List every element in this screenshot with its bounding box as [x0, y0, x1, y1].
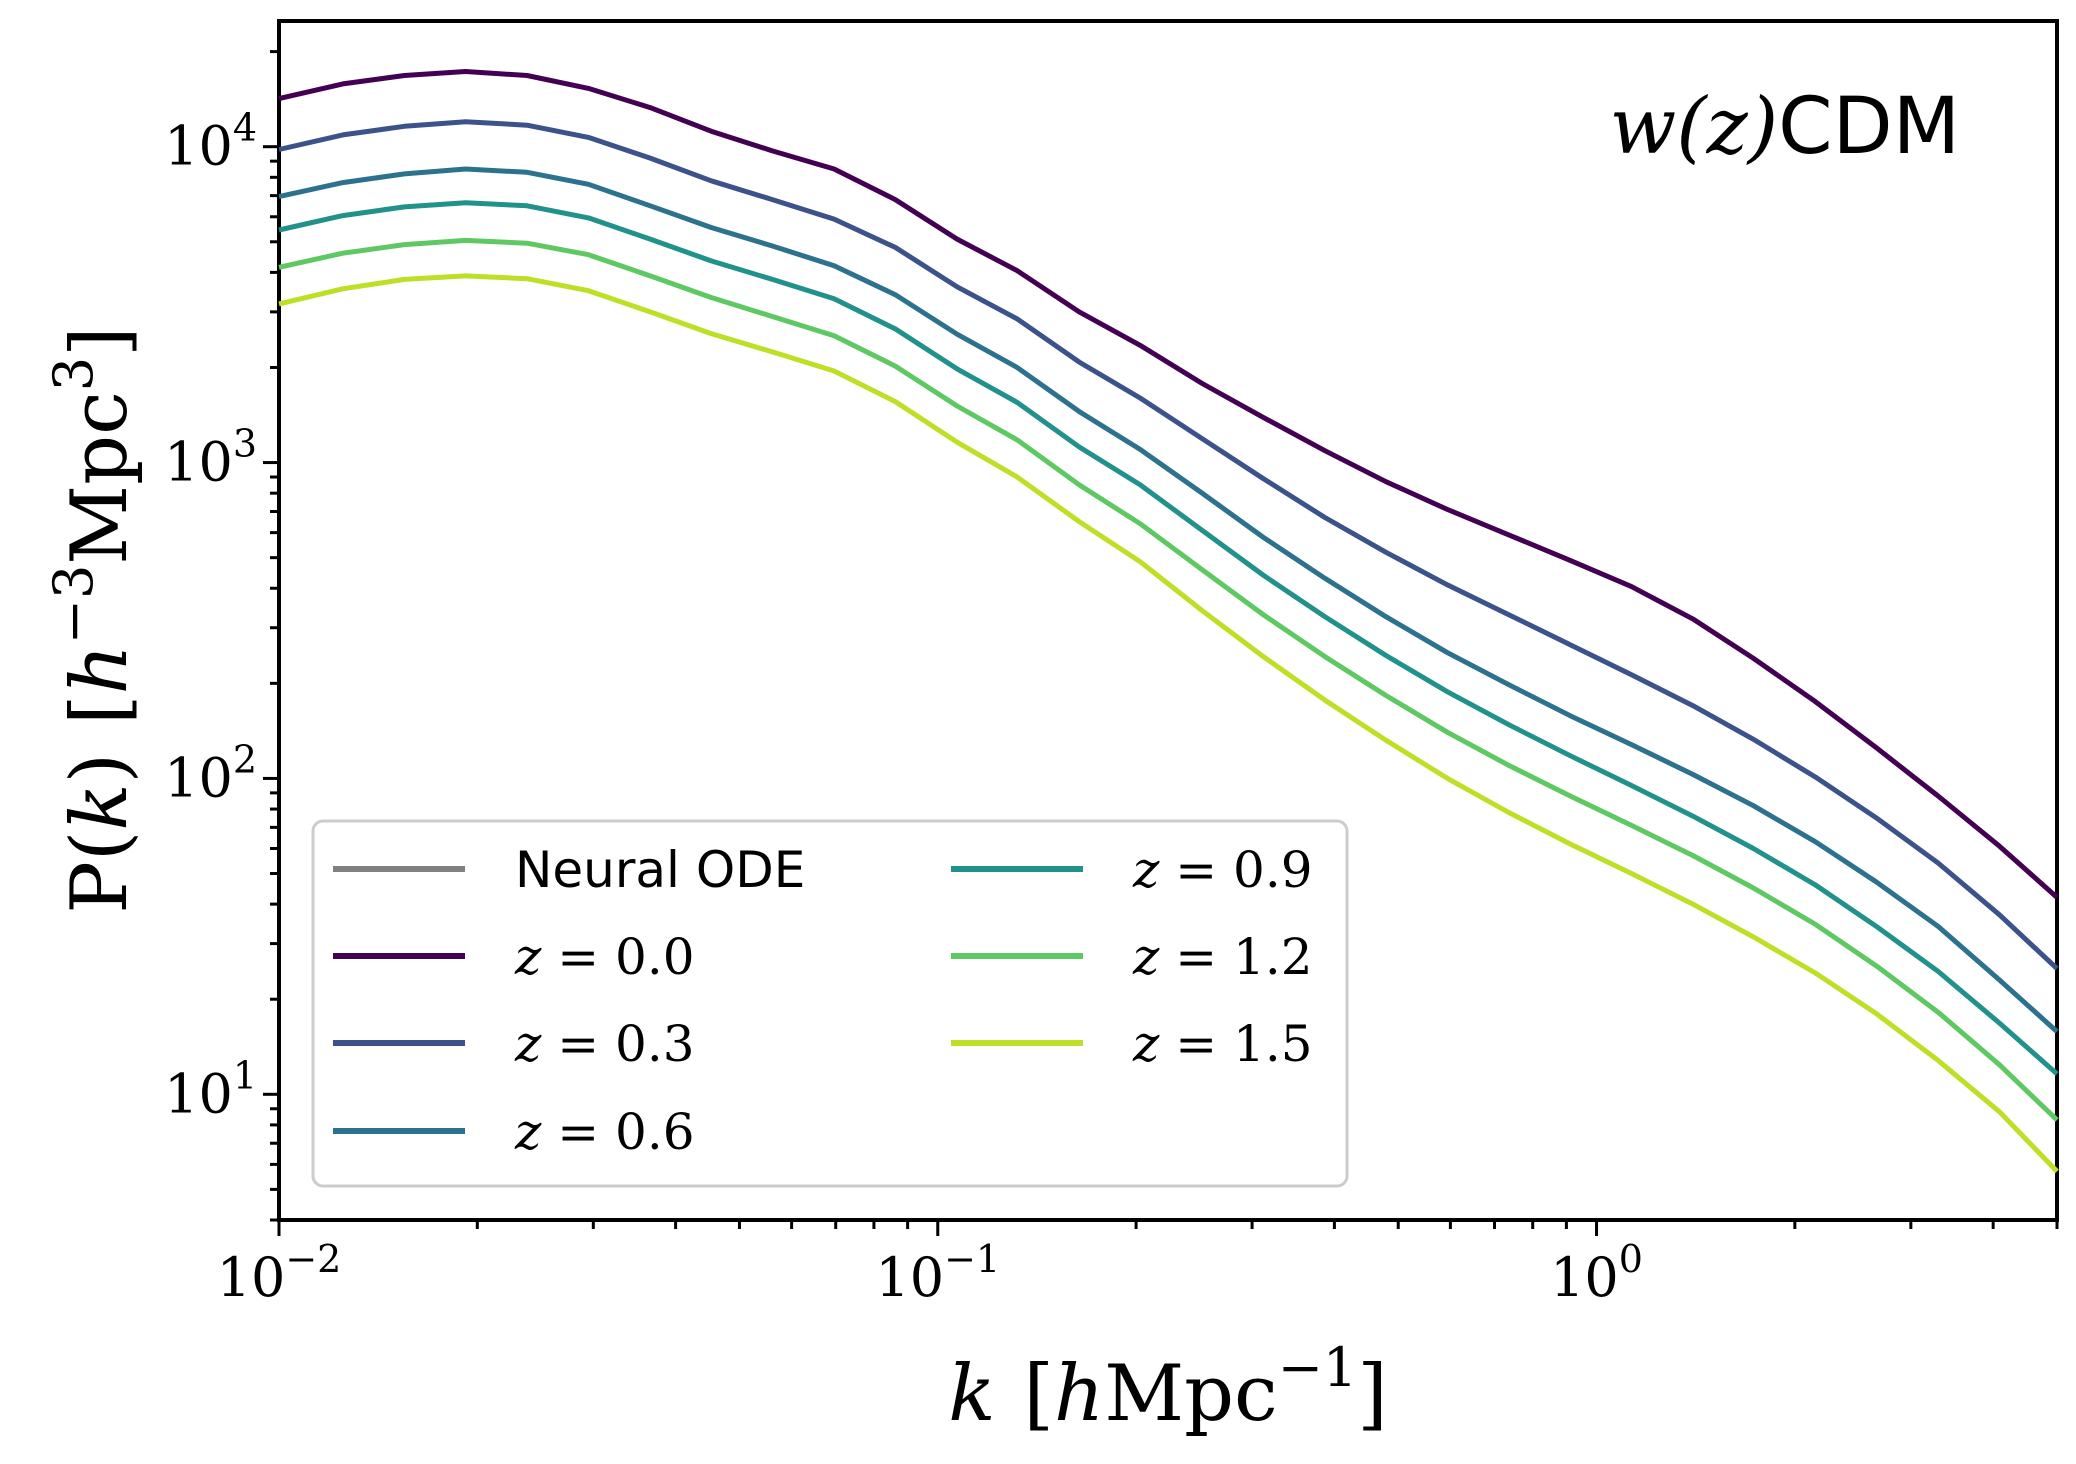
legend-z-value: 0.3	[615, 1015, 695, 1073]
x-tick-label-base: 10	[875, 1246, 944, 1309]
legend-label-neural-ode: Neural ODE	[515, 841, 805, 899]
x-tick-label: 10−1	[875, 1237, 1000, 1309]
y-tick-label-exp: 3	[233, 422, 257, 466]
legend-z-value: 1.2	[1233, 928, 1313, 986]
legend-z-value: 1.5	[1233, 1015, 1313, 1073]
x-axis-var: k	[948, 1349, 995, 1439]
x-axis-close: ]	[1357, 1349, 1387, 1439]
x-axis-unit-h: h	[1054, 1349, 1104, 1439]
x-tick-label: 100	[1550, 1237, 1643, 1309]
legend-label-z-0-9: z = 0.9	[1132, 841, 1313, 899]
y-axis-close: ]	[55, 326, 145, 356]
legend: Neural ODE z = 0.0z = 0.3z = 0.6z = 0.9z…	[311, 819, 1349, 1188]
series-line-z-0-0	[278, 69, 2059, 900]
legend-z-var: z	[514, 1103, 542, 1161]
series-line-z-1-2	[278, 237, 2059, 1122]
legend-z-eq: =	[1159, 841, 1233, 899]
y-axis-func-close: )	[55, 753, 145, 783]
legend-z-var: z	[1132, 841, 1160, 899]
y-tick-label-exp: 4	[233, 106, 257, 150]
y-tick-label-exp: 2	[233, 737, 257, 781]
x-axis-exp: −1	[1278, 1336, 1358, 1399]
legend-z-var: z	[1132, 928, 1160, 986]
legend-label-z-0-3: z = 0.3	[514, 1015, 695, 1073]
x-tick-label-base: 10	[1550, 1246, 1619, 1309]
y-tick-label-base: 10	[164, 431, 233, 494]
series-layer	[278, 69, 2059, 1174]
y-axis-exp1: −3	[42, 565, 105, 645]
x-axis-unit: Mpc	[1104, 1349, 1277, 1439]
legend-z-eq: =	[541, 1103, 615, 1161]
legend-series: z = 0.0z = 0.3z = 0.6z = 0.9z = 1.2z = 1…	[333, 841, 1313, 1161]
y-axis-func: P(	[55, 831, 145, 914]
series-line-z-0-9	[278, 200, 2059, 1076]
y-tick-label-base: 10	[164, 1062, 233, 1125]
y-tick-label: 104	[164, 106, 257, 178]
legend-label-z-0-0: z = 0.0	[514, 928, 695, 986]
series-line-z-1-5	[278, 273, 2059, 1174]
y-axis-label: P(k) [h−3Mpc3]	[42, 326, 145, 913]
y-axis-var: k	[55, 783, 145, 830]
y-axis-unit: Mpc	[55, 391, 145, 564]
legend-z-var: z	[514, 928, 542, 986]
legend-z-value: 0.9	[1233, 841, 1313, 899]
annotation-model: w(z)CDM	[1609, 82, 1960, 172]
legend-box	[311, 819, 1349, 1188]
legend-z-var: z	[1132, 1015, 1160, 1073]
legend-z-var: z	[514, 1015, 542, 1073]
series-line-z-0-6	[278, 166, 2059, 1034]
y-tick-label-base: 10	[164, 115, 233, 178]
annotation-model-suffix: CDM	[1778, 82, 1960, 172]
legend-z-value: 0.0	[615, 928, 695, 986]
legend-label-z-0-6: z = 0.6	[514, 1103, 695, 1161]
x-tick-label-exp: −1	[944, 1237, 1000, 1281]
x-axis-open: [	[1024, 1349, 1054, 1439]
y-tick-label-base: 10	[164, 746, 233, 809]
y-tick-label: 101	[164, 1053, 257, 1125]
series-line-z-0-3	[278, 119, 2059, 971]
legend-z-eq: =	[1159, 928, 1233, 986]
x-axis-label: k [hMpc−1]	[948, 1336, 1387, 1439]
y-axis-unit-h: h	[55, 644, 145, 694]
x-tick-label-exp: −2	[285, 1237, 341, 1281]
x-tick-label-exp: 0	[1619, 1237, 1643, 1281]
legend-label-z-1-5: z = 1.5	[1132, 1015, 1313, 1073]
y-axis-exp2: 3	[42, 357, 105, 391]
legend-z-eq: =	[541, 1015, 615, 1073]
x-tick-label: 10−2	[217, 1237, 342, 1309]
legend-z-value: 0.6	[615, 1103, 695, 1161]
legend-z-eq: =	[1159, 1015, 1233, 1073]
y-tick-label: 103	[164, 422, 257, 494]
annotation-model-prefix: w(z)	[1609, 82, 1778, 172]
x-tick-label-base: 10	[217, 1246, 286, 1309]
plot-frame	[277, 19, 2059, 1222]
y-axis-open: [	[55, 695, 145, 725]
legend-z-eq: =	[541, 928, 615, 986]
legend-label-z-1-2: z = 1.2	[1132, 928, 1313, 986]
y-tick-label-exp: 1	[233, 1053, 257, 1097]
y-tick-label: 102	[164, 737, 257, 809]
